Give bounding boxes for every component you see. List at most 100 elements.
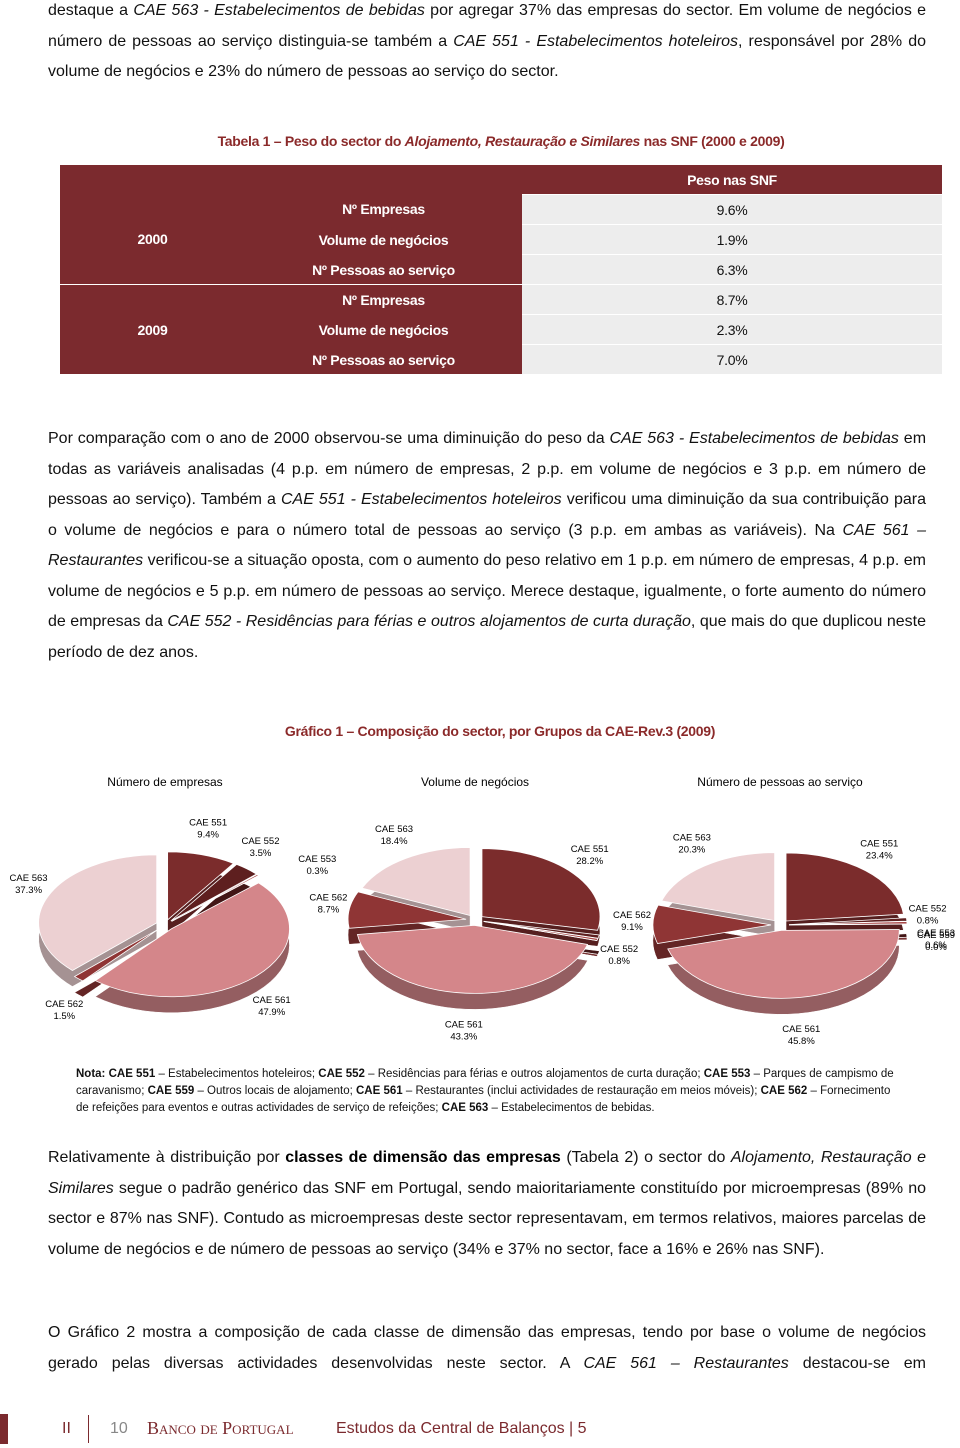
slice-label: CAE 561 <box>445 1020 483 1031</box>
row-label: Volume de negócios <box>245 224 522 255</box>
text-run: CAE 551 - Estabelecimentos hoteleiros <box>453 32 739 50</box>
text-run: – Parques de campismo de caravanismo; <box>76 1068 894 1097</box>
paragraph: destaque a CAE 563 - Estabelecimentos de… <box>48 0 926 88</box>
slice-label: CAE 561 <box>253 995 291 1006</box>
divider <box>88 1415 89 1443</box>
slice <box>788 923 907 926</box>
table-row: Volume de negócios 2.3% <box>60 314 942 345</box>
text-run: Alojamento, Restauração e Similares <box>404 133 641 149</box>
text-run: CAE 562 <box>760 1085 808 1097</box>
text-run: O Gráfico 2 mostra a composição de cada … <box>48 1324 926 1372</box>
slice-value: 1.5% <box>53 1011 75 1022</box>
year-cell: 2000 <box>60 194 245 285</box>
text-run: – Restaurantes (inclui actividades de re… <box>402 1085 761 1097</box>
footer: II 10 Banco de Portugal Estudos da Centr… <box>0 1414 960 1444</box>
text-run: CAE 563 - Estabelecimentos de bebidas <box>609 430 899 447</box>
slice-value: 43.3% <box>450 1032 477 1043</box>
slice-value: 37.3% <box>15 885 42 896</box>
text-run: CAE 563 - Estabelecimentos de bebidas <box>133 2 425 19</box>
figure-title: Gráfico 1 – Composição do sector, por Gr… <box>284 723 716 739</box>
slice <box>38 854 158 971</box>
row-label: Nº Empresas <box>245 284 522 315</box>
text-run: CAE 559 <box>147 1085 195 1097</box>
text-run: Nota: CAE 551 <box>76 1068 156 1080</box>
row-label: Nº Empresas <box>245 194 522 225</box>
slice-label: CAE 562 <box>309 892 347 903</box>
text-run: CAE 552 - Residências para férias e outr… <box>167 613 691 630</box>
slice-value: 28.2% <box>576 856 603 867</box>
slice-label: CAE 563 <box>673 832 711 843</box>
row-value: 1.9% <box>522 224 942 255</box>
header-row: Peso nas SNF <box>60 165 942 195</box>
row-value: 7.0% <box>522 344 942 375</box>
text-run: – Estabelecimentos hoteleiros; <box>155 1068 319 1080</box>
table: Peso nas SNF 2000 Nº Empresas 9.6% Volume de… <box>60 165 942 375</box>
text-run: segue o padrão genérico das SNF em Portu… <box>48 1179 926 1258</box>
table-row: Nº Pessoas ao serviço 6.3% <box>60 254 942 285</box>
slice <box>481 848 601 931</box>
slice-value: 47.9% <box>258 1007 285 1018</box>
slice-label: CAE 552 <box>600 944 638 955</box>
slice <box>361 847 471 916</box>
header-cell <box>60 165 245 195</box>
text-run: CAE 561 – Restaurantes <box>48 521 926 570</box>
slice-label: CAE 559 <box>917 930 955 941</box>
slice <box>667 929 900 999</box>
text-run: verificou-se a situação oposta, com o au… <box>48 552 926 630</box>
paragraph: Relativamente à distribuição por classes… <box>48 1143 926 1265</box>
slice-label: CAE 563 <box>375 824 413 835</box>
slice-value: 20.3% <box>678 844 705 855</box>
chart-title: Número de empresas <box>107 775 222 789</box>
slice <box>652 904 772 944</box>
header-cell: Peso nas SNF <box>522 165 942 195</box>
text-run: destaque a <box>48 2 134 19</box>
text-run: , que mais do que duplicou neste período… <box>48 613 927 661</box>
slice <box>785 852 904 922</box>
row-value: 2.3% <box>522 314 942 345</box>
table-caption: Tabela 1 – Peso do sector do Alojamento,… <box>60 133 942 149</box>
text-run: Tabela 1 – Peso do sector do <box>217 133 405 149</box>
text-run: , responsável por 28% do volume de negóc… <box>48 32 926 81</box>
header-cell <box>245 165 522 195</box>
slice-value: 0.8% <box>917 916 939 927</box>
text-run: nas SNF (2000 e 2009) <box>640 133 785 149</box>
slice-label: CAE 552 <box>241 836 279 847</box>
text-run: – Outros locais de alojamento; <box>194 1085 356 1097</box>
footer-bar <box>0 1414 8 1444</box>
year-cell: 2009 <box>60 284 245 375</box>
paragraph: O Gráfico 2 mostra a composição de cada … <box>48 1318 926 1379</box>
slice-label: CAE 551 <box>189 817 227 828</box>
text-run: Relativamente à distribuição por <box>48 1149 286 1166</box>
slice-value: 45.8% <box>788 1036 815 1047</box>
text-run: verificou uma diminuição da sua contribu… <box>48 491 926 539</box>
slice-value: 0.6% <box>925 940 947 951</box>
row-label: Volume de negócios <box>245 314 522 345</box>
publisher: Banco de Portugal <box>147 1418 294 1438</box>
row-label: Nº Pessoas ao serviço <box>245 344 522 375</box>
slice-value: 23.4% <box>866 850 893 861</box>
text-run: CAE 552 <box>318 1068 365 1080</box>
slice <box>94 882 290 998</box>
slice-label: CAE 563 <box>10 873 48 884</box>
text-run: CAE 551 - Estabelecimentos hoteleiros <box>280 491 562 508</box>
text-run: (Tabela 2) o sector do <box>560 1149 731 1166</box>
text-run: Alojamento, Restauração e Similares <box>48 1149 927 1197</box>
row-value: 6.3% <box>522 254 942 285</box>
text-run: classes de dimensão das empresas <box>285 1149 561 1166</box>
slice <box>483 921 597 942</box>
slice-value: 0.3% <box>306 866 328 877</box>
text-run: CAE 563 <box>441 1102 489 1114</box>
text-run: por agregar 37% das empresas do sector. … <box>48 2 927 50</box>
chart-title: Volume de negócios <box>421 775 529 789</box>
row-value: 8.7% <box>522 284 942 315</box>
text-run: CAE 561 – Restaurantes <box>583 1354 789 1372</box>
chart-title: Número de pessoas ao serviço <box>697 775 863 789</box>
slice-label: CAE 562 <box>613 910 651 921</box>
slice-label: CAE 552 <box>909 904 947 915</box>
slice-value: 0.0% <box>925 942 947 953</box>
text-run: em todas as variáveis analisadas (4 p.p.… <box>48 430 927 508</box>
slice-value: 3.5% <box>250 848 272 859</box>
slice-label: CAE 562 <box>45 999 83 1010</box>
